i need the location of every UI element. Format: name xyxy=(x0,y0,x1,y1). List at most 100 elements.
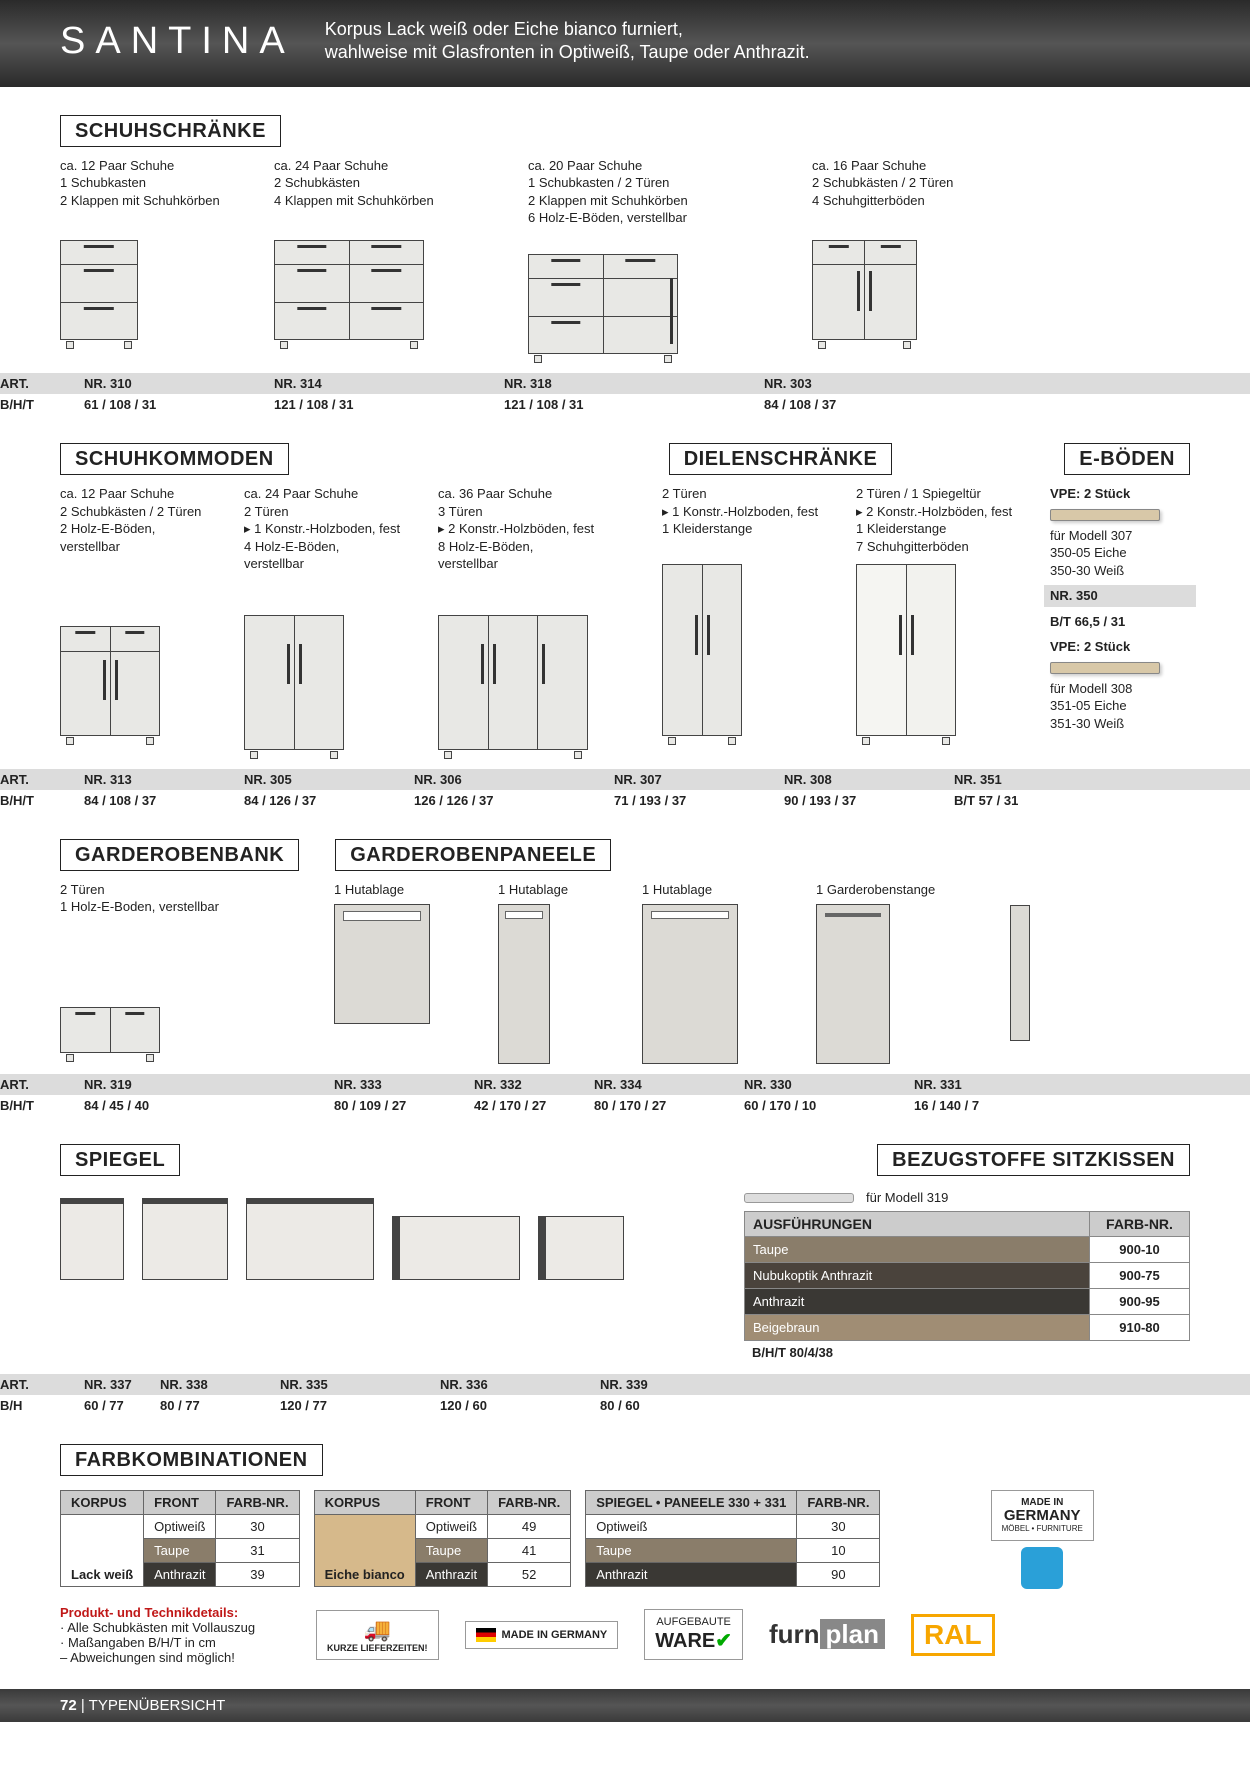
dim-350: 66,5 / 31 xyxy=(1075,614,1126,629)
footnote-title: Produkt- und Technikdetails: xyxy=(60,1605,290,1620)
desc-307: 2 Türen ▸ 1 Konstr.-Holzboden, fest 1 Kl… xyxy=(662,485,832,559)
dim-338: 80 / 77 xyxy=(160,1398,280,1413)
dim-303: 84 / 108 / 37 xyxy=(740,397,1250,412)
drawing-305 xyxy=(244,579,414,759)
panel-332 xyxy=(498,904,550,1064)
sk-bht: B/H/T 80/4/38 xyxy=(744,1341,1190,1364)
combo-row: Lack weißOptiweiß30 xyxy=(61,1515,300,1539)
sk-row: Beigebraun910-80 xyxy=(745,1314,1189,1340)
desc-330: 1 Garderobenstange xyxy=(816,881,986,899)
art-303: NR. 303 xyxy=(740,376,1250,391)
label-bt1: B/T xyxy=(1050,614,1071,629)
drawing-314 xyxy=(274,219,504,349)
dim-307: 71 / 193 / 37 xyxy=(590,793,760,808)
dim-339: 80 / 60 xyxy=(600,1398,720,1413)
sitzkissen-for319: für Modell 319 xyxy=(866,1190,948,1205)
eboden-vpe1: VPE: 2 Stück xyxy=(1050,485,1190,503)
section-title-dielenschranke: DIELENSCHRÄNKE xyxy=(669,443,893,475)
combo-table-1: KORPUSFRONTFARB-NR. Lack weißOptiweiß30T… xyxy=(60,1490,300,1587)
eb350bt: Weiß xyxy=(1094,563,1124,578)
art-335: NR. 335 xyxy=(280,1377,440,1392)
art-336: NR. 336 xyxy=(440,1377,600,1392)
dim-310: 61 / 108 / 31 xyxy=(60,397,250,412)
section-title-eboden: E-BÖDEN xyxy=(1064,443,1190,475)
cert-icon xyxy=(1021,1547,1063,1589)
desc-314: ca. 24 Paar Schuhe 2 Schubkästen 4 Klapp… xyxy=(274,157,504,213)
shelf-icon xyxy=(1050,509,1160,521)
drawing-303 xyxy=(812,219,1190,349)
dim-314: 121 / 108 / 31 xyxy=(250,397,480,412)
section-title-bezugstoffe: BEZUGSTOFFE SITZKISSEN xyxy=(877,1144,1190,1176)
eb351a: 351-05 xyxy=(1050,698,1090,713)
desc-303: ca. 16 Paar Schuhe 2 Schubkästen / 2 Tür… xyxy=(812,157,1190,213)
dim-331: 16 / 140 / 7 xyxy=(890,1098,1250,1113)
footnote-l3: – Abweichungen sind möglich! xyxy=(60,1650,290,1665)
footer-page: 72 xyxy=(60,1697,77,1714)
art-line-row4b: B/H 60 / 77 80 / 77 120 / 77 120 / 60 80… xyxy=(0,1395,1250,1416)
section-title-schuhschranke: SCHUHSCHRÄNKE xyxy=(60,115,281,147)
art-337: NR. 337 xyxy=(60,1377,160,1392)
eb350b: 350-30 xyxy=(1050,563,1090,578)
dim-334: 80 / 170 / 27 xyxy=(570,1098,720,1113)
art-line-row2a: ART. NR. 313 NR. 305 NR. 306 NR. 307 NR.… xyxy=(0,769,1250,790)
combo-row: Optiweiß30 xyxy=(586,1515,880,1539)
drawing-313 xyxy=(60,565,220,745)
combo-table-3: SPIEGEL • PANEELE 330 + 331FARB-NR. Opti… xyxy=(585,1490,880,1587)
art-332: NR. 332 xyxy=(450,1077,570,1092)
art-339: NR. 339 xyxy=(600,1377,720,1392)
dim-351: 57 / 31 xyxy=(979,793,1019,808)
eb351bt: Weiß xyxy=(1094,716,1124,731)
label-art: ART. xyxy=(0,376,60,391)
shelf-icon2 xyxy=(1050,662,1160,674)
dim-313: 84 / 108 / 37 xyxy=(60,793,220,808)
desc-333: 1 Hutablage xyxy=(334,881,474,899)
art-350: NR. 350 xyxy=(1044,585,1196,607)
eb351at: Eiche xyxy=(1094,698,1127,713)
badge-made-in-germany-top: MADE IN GERMANY MÖBEL • FURNITURE xyxy=(991,1490,1094,1540)
art-334: NR. 334 xyxy=(570,1077,720,1092)
desc-319: 2 Türen 1 Holz-E-Boden, verstellbar xyxy=(60,881,310,916)
desc-305: ca. 24 Paar Schuhe 2 Türen ▸ 1 Konstr.-H… xyxy=(244,485,414,573)
sk-head1: AUSFÜHRUNGEN xyxy=(745,1212,1089,1236)
tagline: Korpus Lack weiß oder Eiche bianco furni… xyxy=(325,18,810,65)
footnote-l1: · Alle Schubkästen mit Vollauszug xyxy=(60,1620,290,1635)
desc-308: 2 Türen / 1 Spiegeltür ▸ 2 Konstr.-Holzb… xyxy=(856,485,1026,559)
footer-band: 72 | TYPENÜBERSICHT xyxy=(0,1689,1250,1722)
drawing-308 xyxy=(856,565,1026,745)
sk-head2: FARB-NR. xyxy=(1089,1212,1189,1236)
mirror-339 xyxy=(538,1216,624,1280)
dim-332: 42 / 170 / 27 xyxy=(450,1098,570,1113)
eboden-for307: für Modell 307 xyxy=(1050,527,1190,545)
art-314: NR. 314 xyxy=(250,376,480,391)
dim-305: 84 / 126 / 37 xyxy=(220,793,390,808)
art-305: NR. 305 xyxy=(220,772,390,787)
section-title-spiegel: SPIEGEL xyxy=(60,1144,180,1176)
combo-table-2: KORPUSFRONTFARB-NR. Eiche biancoOptiweiß… xyxy=(314,1490,572,1587)
drawing-307 xyxy=(662,565,832,745)
brand-logo: SANTINA xyxy=(60,20,295,63)
art-line-row1a: ART. NR. 310 NR. 314 NR. 318 NR. 303 xyxy=(0,373,1250,394)
combo-row: Eiche biancoOptiweiß49 xyxy=(314,1515,571,1539)
panel-330 xyxy=(816,904,890,1064)
ral-logo: RAL xyxy=(911,1614,995,1656)
art-308: NR. 308 xyxy=(760,772,930,787)
label-bht: B/H/T xyxy=(0,397,60,412)
dim-336: 120 / 60 xyxy=(440,1398,600,1413)
art-333: NR. 333 xyxy=(310,1077,450,1092)
eboden-for308: für Modell 308 xyxy=(1050,680,1190,698)
mirror-338 xyxy=(142,1198,228,1280)
art-310: NR. 310 xyxy=(60,376,250,391)
dim-337: 60 / 77 xyxy=(60,1398,160,1413)
desc-310: ca. 12 Paar Schuhe 1 Schubkasten 2 Klapp… xyxy=(60,157,250,213)
header-band: SANTINA Korpus Lack weiß oder Eiche bian… xyxy=(0,0,1250,87)
panel-331 xyxy=(1010,905,1030,1041)
desc-331 xyxy=(1010,881,1190,899)
mirror-336 xyxy=(392,1216,520,1280)
footnote-l2: · Maßangaben B/H/T in cm xyxy=(60,1635,290,1650)
drawing-319 xyxy=(60,922,310,1062)
combo-row: Anthrazit90 xyxy=(586,1563,880,1587)
drawing-318 xyxy=(528,233,788,363)
art-330: NR. 330 xyxy=(720,1077,890,1092)
art-line-row2b: B/H/T 84 / 108 / 37 84 / 126 / 37 126 / … xyxy=(0,790,1250,811)
art-338: NR. 338 xyxy=(160,1377,280,1392)
